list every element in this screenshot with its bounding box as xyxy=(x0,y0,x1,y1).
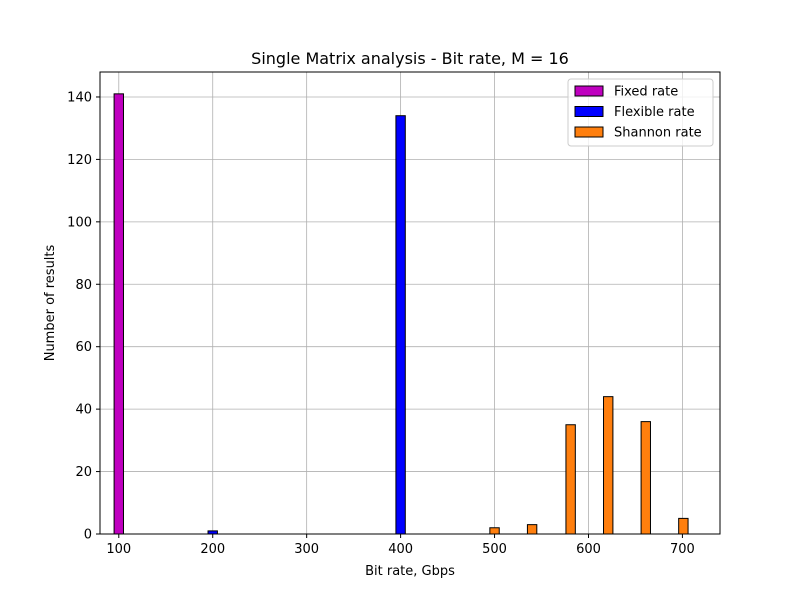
legend-label-flexible-rate: Flexible rate xyxy=(614,105,695,120)
legend-label-shannon-rate: Shannon rate xyxy=(614,126,702,141)
y-tick-label: 100 xyxy=(67,215,92,230)
shannon-rate-bar xyxy=(678,517,689,535)
shannon-rate-bar xyxy=(526,524,538,535)
legend: Fixed rate Flexible rate Shannon rate xyxy=(567,78,714,147)
x-tick-label: 200 xyxy=(200,542,225,557)
x-tick-label: 700 xyxy=(670,542,695,557)
y-axis-ticks: 0 20 40 60 80 100 120 140 xyxy=(67,90,100,543)
x-tick-label: 300 xyxy=(294,542,319,557)
legend-swatch-flexible-rate xyxy=(574,106,604,117)
y-tick-label: 40 xyxy=(75,403,92,418)
shannon-rate-bar xyxy=(640,421,651,535)
shannon-rate-bar xyxy=(565,424,576,535)
flexible-rate-bar xyxy=(395,115,406,535)
x-axis-ticks: 100 200 300 400 500 600 700 xyxy=(106,534,695,557)
x-axis-label: Bit rate, Gbps xyxy=(365,564,455,579)
x-tick-label: 100 xyxy=(106,542,131,557)
legend-label-fixed-rate: Fixed rate xyxy=(614,85,678,100)
y-tick-label: 0 xyxy=(84,528,92,543)
y-tick-label: 20 xyxy=(75,465,92,480)
legend-swatch-fixed-rate xyxy=(574,85,604,97)
y-tick-label: 140 xyxy=(67,90,92,105)
x-tick-label: 500 xyxy=(482,542,507,557)
y-tick-label: 120 xyxy=(67,153,92,168)
fixed-rate-bar xyxy=(113,93,124,535)
shannon-rate-bar xyxy=(489,527,500,535)
x-tick-label: 400 xyxy=(388,542,413,557)
legend-box xyxy=(567,78,714,147)
x-tick-label: 600 xyxy=(576,542,601,557)
y-tick-label: 80 xyxy=(75,278,92,293)
y-axis-label: Number of results xyxy=(43,244,58,361)
plot-frame xyxy=(99,71,721,535)
legend-swatch-shannon-rate xyxy=(574,126,604,138)
chart-title: Single Matrix analysis - Bit rate, M = 1… xyxy=(251,49,569,68)
y-tick-label: 60 xyxy=(75,340,92,355)
shannon-rate-bar xyxy=(603,396,614,535)
